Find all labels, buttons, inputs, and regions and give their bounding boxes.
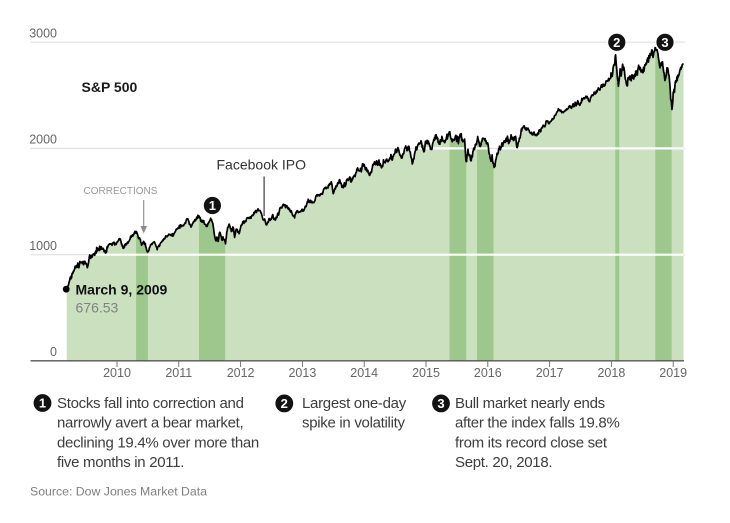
svg-text:2018: 2018	[597, 366, 625, 380]
svg-text:676.53: 676.53	[76, 300, 119, 316]
svg-text:3000: 3000	[29, 26, 57, 40]
svg-text:1: 1	[209, 198, 216, 213]
svg-text:2014: 2014	[350, 366, 378, 380]
svg-text:March 9, 2009: March 9, 2009	[76, 282, 168, 298]
svg-text:2012: 2012	[227, 366, 255, 380]
svg-text:2: 2	[613, 35, 620, 50]
svg-text:2000: 2000	[29, 133, 57, 147]
svg-text:S&P 500: S&P 500	[82, 79, 138, 95]
svg-text:2016: 2016	[474, 366, 502, 380]
svg-text:2013: 2013	[288, 366, 316, 380]
svg-text:3: 3	[437, 396, 444, 411]
svg-text:1: 1	[39, 396, 46, 411]
svg-text:2015: 2015	[412, 366, 440, 380]
svg-text:2017: 2017	[536, 366, 564, 380]
svg-text:1000: 1000	[29, 239, 57, 253]
svg-text:2010: 2010	[103, 366, 131, 380]
svg-text:3: 3	[661, 35, 668, 50]
svg-text:2: 2	[281, 396, 288, 411]
svg-text:Facebook IPO: Facebook IPO	[217, 157, 307, 173]
svg-text:0: 0	[50, 345, 57, 359]
svg-text:2019: 2019	[659, 366, 687, 380]
svg-text:Stocks fall into correction an: Stocks fall into correction and narrowly …	[57, 395, 259, 471]
svg-text:2011: 2011	[165, 366, 192, 380]
svg-text:CORRECTIONS: CORRECTIONS	[84, 186, 158, 197]
svg-text:Source: Dow Jones Market Data: Source: Dow Jones Market Data	[30, 485, 207, 499]
